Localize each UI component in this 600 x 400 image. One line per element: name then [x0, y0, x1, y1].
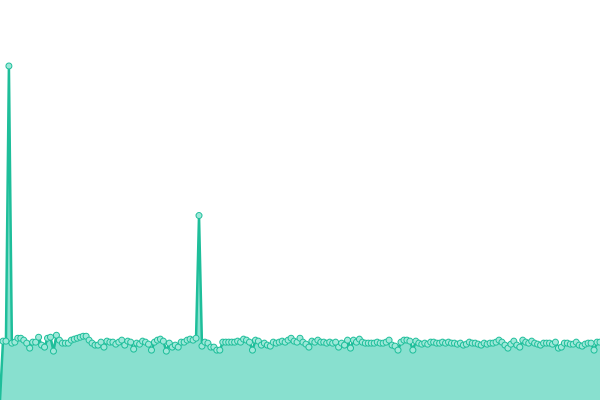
data-point: [159, 337, 167, 345]
data-points: [0, 62, 600, 355]
data-point: [551, 338, 559, 346]
data-point: [587, 339, 595, 347]
area-fill: [0, 66, 600, 400]
data-point: [47, 333, 54, 341]
data-point: [394, 346, 402, 354]
data-point: [100, 343, 108, 351]
data-point: [409, 346, 417, 354]
data-point: [195, 212, 203, 220]
data-point: [26, 344, 34, 352]
data-point: [341, 341, 349, 349]
data-point: [406, 337, 414, 345]
data-point: [344, 336, 352, 344]
data-point: [130, 345, 138, 353]
data-point: [162, 347, 170, 355]
data-point: [2, 337, 10, 345]
data-point: [246, 338, 253, 346]
data-point: [385, 336, 393, 344]
data-point: [347, 344, 354, 352]
data-point: [52, 331, 60, 339]
data-point: [516, 343, 524, 351]
data-point: [192, 334, 200, 342]
data-point: [127, 338, 135, 346]
data-point: [32, 338, 40, 346]
data-point: [216, 346, 224, 354]
data-point: [5, 62, 13, 70]
data-point: [248, 346, 256, 354]
data-point: [147, 346, 155, 354]
data-point: [41, 343, 49, 351]
data-point: [174, 343, 182, 351]
data-point: [596, 338, 600, 346]
data-point: [590, 346, 598, 354]
data-point: [49, 347, 57, 355]
data-point: [35, 333, 43, 341]
data-point: [145, 340, 153, 348]
data-point: [305, 343, 313, 351]
